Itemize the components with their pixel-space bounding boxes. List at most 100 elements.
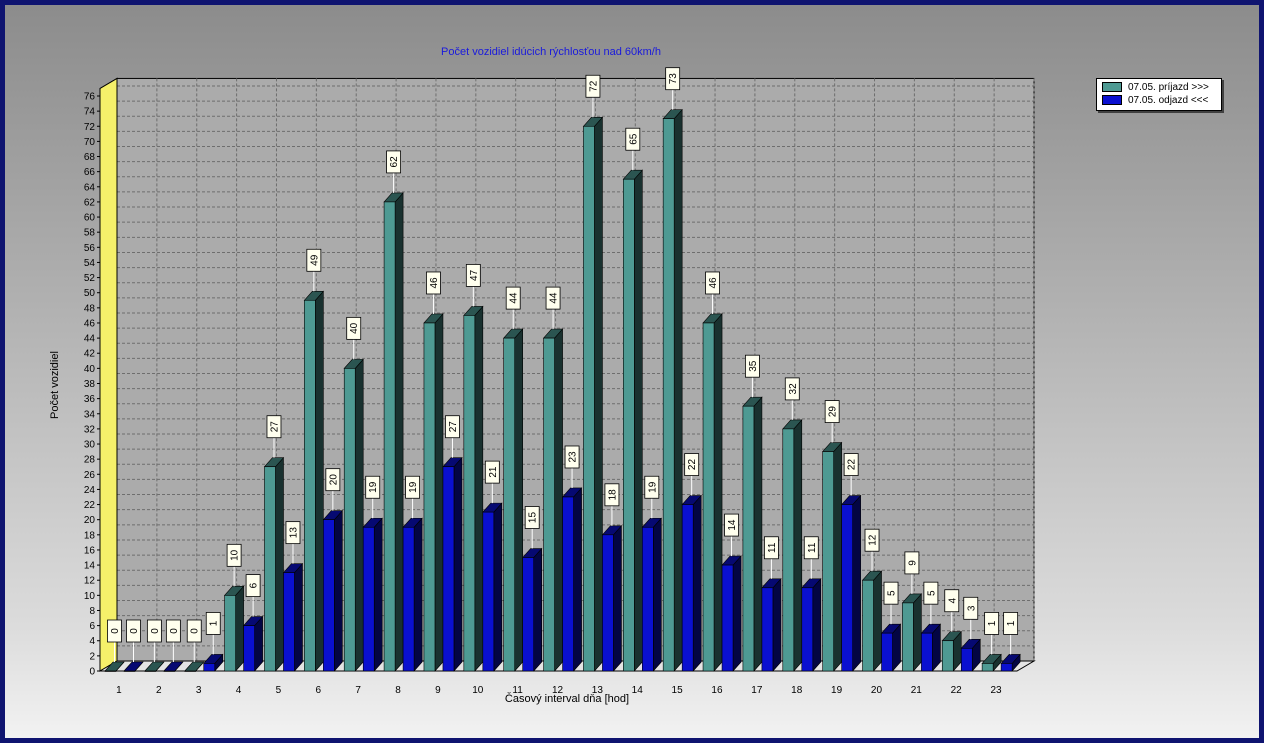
data-label: 40 (346, 316, 362, 360)
bar-arrivals (702, 313, 723, 672)
svg-text:15: 15 (528, 512, 539, 524)
svg-text:62: 62 (389, 156, 400, 168)
svg-text:19: 19 (408, 481, 419, 493)
bar-arrivals (582, 116, 604, 672)
svg-text:13: 13 (288, 527, 299, 539)
y-tick-label: 66 (84, 167, 96, 178)
bar-arrivals (423, 313, 444, 672)
bar-arrivals (742, 396, 763, 672)
bar-arrivals (782, 419, 803, 672)
x-tick-label: 10 (472, 685, 484, 696)
svg-text:44: 44 (509, 292, 520, 304)
data-label: 3 (963, 596, 979, 640)
bar-arrivals (223, 585, 245, 672)
y-tick-label: 52 (84, 273, 96, 284)
bar-arrivals (861, 570, 883, 672)
svg-text:29: 29 (828, 406, 839, 418)
bar-arrivals (821, 441, 843, 672)
bar-departures (561, 487, 583, 672)
y-tick-label: 0 (89, 667, 95, 678)
y-tick-label: 8 (89, 606, 95, 617)
data-label: 22 (843, 453, 859, 496)
data-label: 5 (923, 581, 939, 625)
x-tick-label: 5 (276, 685, 282, 696)
bar-arrivals (263, 456, 285, 672)
y-tick-label: 28 (84, 455, 96, 466)
data-label: 47 (465, 264, 481, 307)
y-tick-label: 68 (84, 152, 96, 163)
bar-departures (761, 577, 782, 672)
x-tick-label: 8 (395, 685, 401, 696)
chart-title: Počet vozidiel idúcich rýchlosťou nad 60… (441, 46, 661, 58)
bar-departures (641, 517, 662, 672)
y-tick-label: 44 (84, 334, 96, 345)
y-tick-label: 46 (84, 318, 96, 329)
bar-arrivals (981, 653, 1002, 672)
y-tick-label: 18 (84, 530, 96, 541)
bar-departures (442, 456, 463, 672)
svg-text:11: 11 (767, 542, 778, 553)
bar-arrivals (941, 630, 962, 672)
data-label: 9 (904, 551, 920, 594)
bar-arrivals (383, 192, 404, 672)
svg-text:10: 10 (230, 549, 241, 561)
x-tick-label: 17 (751, 685, 763, 696)
y-tick-label: 42 (84, 349, 96, 360)
svg-text:6: 6 (249, 582, 260, 588)
bar-departures (362, 517, 383, 672)
data-label: 49 (306, 248, 322, 292)
x-axis: 1 2 3 4 5 6 7 8 9 10 11 12 13 14 15 16 17 18 19 20 21 22 23 (116, 685, 1002, 696)
y-tick-label: 62 (84, 197, 96, 208)
svg-text:12: 12 (868, 534, 879, 546)
data-label: 11 (803, 536, 819, 579)
data-label: 46 (705, 271, 720, 314)
svg-text:1: 1 (209, 620, 220, 626)
data-label: 19 (644, 475, 660, 519)
svg-text:22: 22 (687, 459, 698, 471)
bar-arrivals (542, 328, 564, 672)
y-tick-label: 58 (84, 228, 96, 239)
bar-arrivals (144, 661, 165, 672)
y-tick-label: 26 (84, 470, 96, 481)
y-tick-label: 16 (84, 545, 96, 556)
x-tick-label: 19 (831, 685, 843, 696)
bar-departures (880, 623, 902, 672)
data-label: 22 (684, 453, 700, 496)
svg-text:65: 65 (628, 133, 639, 145)
data-label: 18 (604, 483, 620, 526)
data-label: 19 (365, 475, 381, 519)
x-tick-label: 15 (672, 685, 684, 696)
svg-text:20: 20 (328, 474, 339, 486)
x-tick-label: 13 (592, 685, 604, 696)
svg-text:4: 4 (947, 598, 958, 604)
data-label: 73 (665, 67, 681, 110)
x-tick-label: 1 (116, 685, 122, 696)
y-tick-label: 6 (89, 621, 95, 632)
bar-departures (960, 638, 981, 672)
bar-arrivals (303, 290, 325, 672)
data-label: 12 (864, 528, 880, 572)
bar-departures (522, 547, 543, 672)
data-label: 44 (505, 286, 521, 330)
data-label: 10 (226, 543, 242, 587)
svg-text:9: 9 (907, 560, 918, 566)
legend-item-departures: 07.05. odjazd <<< (1102, 95, 1208, 107)
svg-text:22: 22 (847, 459, 858, 471)
bar-departures (840, 494, 862, 672)
data-label: 1 (984, 612, 1000, 655)
svg-text:18: 18 (607, 489, 618, 501)
svg-text:0: 0 (169, 628, 180, 634)
bars (104, 108, 1021, 672)
data-label: 6 (245, 574, 261, 617)
y-tick-label: 10 (84, 591, 96, 602)
y-tick-label: 32 (84, 424, 96, 435)
bar-arrivals (104, 661, 125, 672)
svg-text:40: 40 (349, 322, 360, 334)
y-tick-label: 60 (84, 213, 96, 224)
bar-departures (242, 615, 264, 672)
data-label: 13 (285, 521, 301, 564)
x-tick-label: 2 (156, 685, 162, 696)
data-label: 21 (484, 460, 500, 504)
svg-text:19: 19 (368, 481, 379, 493)
data-label: 32 (784, 377, 800, 420)
